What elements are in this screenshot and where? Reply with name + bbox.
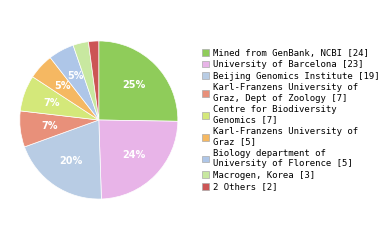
Wedge shape xyxy=(50,45,99,120)
Wedge shape xyxy=(20,111,99,147)
Text: 7%: 7% xyxy=(41,121,58,131)
Wedge shape xyxy=(99,120,178,199)
Wedge shape xyxy=(20,77,99,120)
Text: 5%: 5% xyxy=(67,71,83,81)
Wedge shape xyxy=(89,41,99,120)
Wedge shape xyxy=(99,41,178,121)
Wedge shape xyxy=(73,42,99,120)
Text: 20%: 20% xyxy=(59,156,82,166)
Wedge shape xyxy=(33,58,99,120)
Wedge shape xyxy=(24,120,101,199)
Text: 5%: 5% xyxy=(54,81,70,91)
Text: 7%: 7% xyxy=(44,98,60,108)
Text: 24%: 24% xyxy=(123,150,146,160)
Legend: Mined from GenBank, NCBI [24], University of Barcelona [23], Beijing Genomics In: Mined from GenBank, NCBI [24], Universit… xyxy=(202,48,380,192)
Text: 25%: 25% xyxy=(123,80,146,90)
